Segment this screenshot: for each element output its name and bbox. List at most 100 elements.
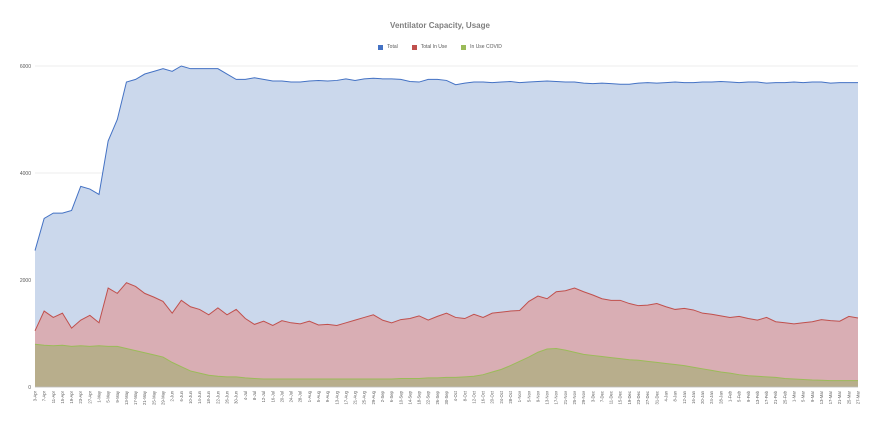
x-tick-label: 17-Feb: [764, 390, 769, 404]
x-tick-label: 21-Feb: [773, 390, 778, 404]
x-tick-label: 9-Mar: [810, 390, 815, 402]
legend-item: Total In Use: [411, 44, 448, 50]
x-tick-label: 18-Jun: [206, 390, 211, 403]
x-tick-label: 1-May: [97, 390, 102, 403]
series-line-total: [34, 65, 858, 251]
legend: Total Total In Use In Use COVID: [0, 44, 880, 50]
x-tick-label: 11-Apr: [51, 390, 56, 403]
x-tick-label: 4-Jan: [663, 390, 668, 401]
x-tick-label: 17-May: [133, 390, 138, 405]
x-tick-label: 20-Oct: [490, 390, 495, 403]
x-tick-label: 5-Nov: [526, 390, 531, 402]
y-tick-label: 6000: [20, 64, 31, 70]
x-tick-label: 1-Feb: [727, 390, 732, 402]
x-tick-label: 15-Apr: [60, 390, 65, 403]
x-tick-label: 20-Jul: [279, 391, 284, 402]
x-tick-label: 29-May: [161, 390, 166, 405]
x-tick-label: 11-Dec: [609, 391, 614, 404]
x-tick-label: 8-Jul: [252, 391, 257, 400]
x-tick-label: 3-Dec: [590, 391, 595, 402]
y-tick-label: 4000: [20, 171, 31, 177]
x-tick-label: 9-Aug: [325, 390, 330, 402]
x-tick-label: 12-Jan: [682, 390, 687, 403]
x-tick-label: 30-Jun: [234, 390, 239, 403]
x-tick-label: 27-Mar: [856, 390, 861, 404]
x-tick-label: 24-Jan: [709, 390, 714, 403]
x-tick-label: 1-Mar: [791, 390, 796, 402]
series-line-in-use-covid: [34, 343, 858, 382]
x-tick-label: 5-Aug: [316, 390, 321, 402]
x-tick-label: 27-Dec: [645, 391, 650, 405]
x-tick-label: 4-Oct: [453, 390, 458, 401]
x-tick-label: 13-Feb: [755, 390, 760, 404]
x-tick-label: 19-Dec: [627, 391, 632, 405]
x-tick-label: 7-Apr: [42, 390, 47, 401]
x-tick-label: 13-Nov: [545, 390, 550, 404]
x-tick-label: 28-Oct: [508, 390, 513, 403]
x-tick-label: 9-Nov: [535, 390, 540, 402]
x-tick-label: 17-Aug: [343, 390, 348, 404]
x-tick-label: 7-Dec: [599, 391, 604, 402]
x-tick-label: 17-Nov: [554, 390, 559, 404]
x-tick-label: 4-Jul: [243, 391, 248, 400]
x-tick-label: 5-Feb: [737, 390, 742, 402]
x-tick-label: 27-Apr: [87, 390, 92, 403]
x-tick-label: 14-Jun: [197, 390, 202, 403]
legend-label: Total In Use: [420, 44, 448, 50]
x-tick-label: 29-Aug: [371, 390, 376, 404]
x-tick-label: 21-Aug: [353, 390, 358, 404]
x-tick-label: 23-Dec: [636, 391, 641, 405]
x-tick-label: 6-Jun: [179, 390, 184, 401]
x-tick-label: 21-May: [142, 390, 147, 405]
x-tick-label: 10-Sep: [398, 390, 403, 404]
x-tick-label: 16-Jan: [691, 390, 696, 403]
x-tick-label: 5-May: [106, 390, 111, 403]
series-area-in-use-covid: [35, 344, 858, 387]
x-tick-label: 13-May: [124, 390, 129, 405]
legend-item: Total: [378, 44, 398, 50]
x-tick-label: 2-Jun: [170, 390, 175, 401]
x-tick-label: 22-Jun: [215, 390, 220, 403]
x-tick-label: 28-Jan: [718, 390, 723, 403]
x-tick-label: 25-Feb: [782, 390, 787, 404]
x-tick-label: 30-Sep: [444, 390, 449, 404]
series-area-total-in-use: [35, 282, 858, 387]
x-tick-label: 31-Dec: [654, 391, 659, 405]
legend-swatch: [411, 44, 417, 50]
x-tick-label: 1-Nov: [517, 390, 522, 402]
x-tick-label: 29-Nov: [581, 390, 586, 404]
x-tick-label: 24-Jul: [289, 391, 294, 402]
y-tick-label: 2000: [20, 278, 31, 284]
x-tick-label: 17-Mar: [828, 390, 833, 404]
x-tick-label: 16-Oct: [481, 390, 486, 403]
x-tick-label: 10-Jun: [188, 390, 193, 403]
x-tick-label: 25-Aug: [362, 390, 367, 404]
x-tick-label: 21-Nov: [563, 390, 568, 404]
legend-item: In Use COVID: [461, 44, 502, 50]
x-tick-label: 9-May: [115, 390, 120, 403]
x-tick-label: 8-Oct: [462, 390, 467, 401]
x-tick-label: 9-Feb: [746, 390, 751, 402]
x-tick-label: 8-Jan: [673, 390, 678, 401]
x-tick-label: 2-Sep: [380, 390, 385, 402]
chart-title: Ventilator Capacity, Usage: [390, 21, 490, 30]
x-tick-label: 26-Sep: [435, 390, 440, 404]
legend-label: In Use COVID: [470, 44, 502, 50]
legend-swatch: [378, 44, 384, 50]
series-line-total-in-use: [34, 282, 859, 332]
x-tick-label: 25-Nov: [572, 390, 577, 404]
x-tick-label: 13-Aug: [334, 390, 339, 404]
x-tick-label: 20-Jan: [700, 390, 705, 403]
x-tick-label: 5-Mar: [801, 390, 806, 402]
x-tick-label: 13-Mar: [819, 390, 824, 404]
x-tick-label: 26-Jun: [225, 390, 230, 403]
x-tick-label: 28-Jul: [298, 391, 303, 402]
x-tick-label: 24-Oct: [499, 390, 504, 403]
y-tick-label: 0: [28, 385, 31, 391]
x-tick-label: 12-Jul: [261, 391, 266, 402]
x-tick-label: 25-Mar: [846, 390, 851, 404]
x-tick-label: 14-Sep: [407, 390, 412, 404]
x-tick-label: 16-Jul: [270, 391, 275, 402]
